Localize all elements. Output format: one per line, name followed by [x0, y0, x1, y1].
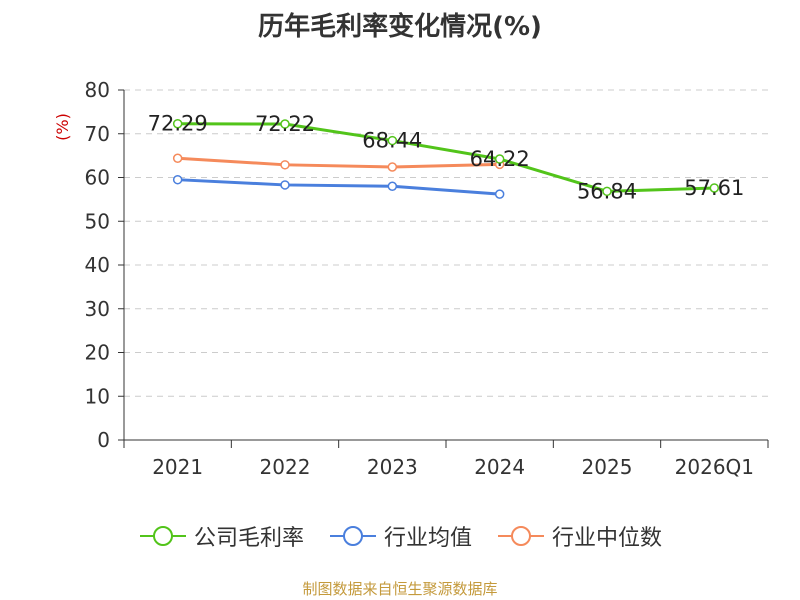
data-point [172, 118, 183, 129]
x-tick-label: 2025 [582, 455, 633, 479]
data-point [280, 119, 290, 129]
data-point [172, 153, 183, 163]
data-point [280, 160, 290, 170]
y-tick-label: 70 [85, 122, 110, 146]
y-tick-label: 0 [97, 428, 110, 452]
source-note: 制图数据来自恒生聚源数据库 [302, 580, 498, 598]
x-tick-label: 2026Q1 [675, 455, 754, 479]
data-label: 56.84 [577, 179, 637, 203]
legend-marker-icon [498, 526, 544, 546]
y-tick-label: 40 [85, 253, 110, 277]
chart-title: 历年毛利率变化情况(%) [258, 12, 542, 42]
data-point [387, 181, 398, 191]
legend-marker-icon [139, 526, 186, 546]
legend-label: 公司毛利率 [193, 526, 304, 551]
legend-marker-icon [329, 526, 376, 546]
legend-label: 行业均值 [383, 526, 472, 551]
legend-label: 行业中位数 [552, 526, 663, 551]
data-label: 68.44 [362, 129, 422, 153]
y-axis-label: (%) [53, 113, 72, 141]
y-tick-label: 10 [85, 384, 110, 408]
y-tick-label: 30 [85, 297, 110, 321]
legend-item[interactable]: 行业中位数 [496, 520, 662, 552]
series-line [177, 156, 500, 169]
x-tick-label: 2022 [260, 455, 311, 479]
data-label: 64.22 [470, 147, 530, 171]
series-line [177, 122, 715, 193]
data-point [602, 186, 612, 197]
series-line [177, 178, 500, 196]
y-tick-label: 60 [85, 166, 110, 190]
y-tick-label: 50 [85, 209, 110, 233]
data-point [387, 135, 398, 146]
legend: 公司毛利率 行业均值 行业中位数 [0, 520, 800, 552]
data-point [494, 154, 505, 164]
x-tick-label: 2024 [474, 455, 525, 479]
data-point [280, 180, 290, 190]
y-tick-label: 20 [85, 341, 110, 365]
data-point [172, 174, 183, 185]
legend-item[interactable]: 行业均值 [328, 520, 472, 552]
legend-item[interactable]: 公司毛利率 [138, 520, 304, 552]
data-point [494, 189, 505, 199]
data-label: 72.29 [148, 112, 208, 136]
data-label: 72.22 [255, 112, 315, 136]
y-tick-label: 80 [85, 78, 110, 102]
data-point [709, 183, 720, 193]
data-label: 57.61 [684, 176, 744, 200]
x-tick-label: 2023 [367, 455, 418, 479]
data-point [387, 162, 398, 172]
x-tick-label: 2021 [152, 455, 203, 479]
